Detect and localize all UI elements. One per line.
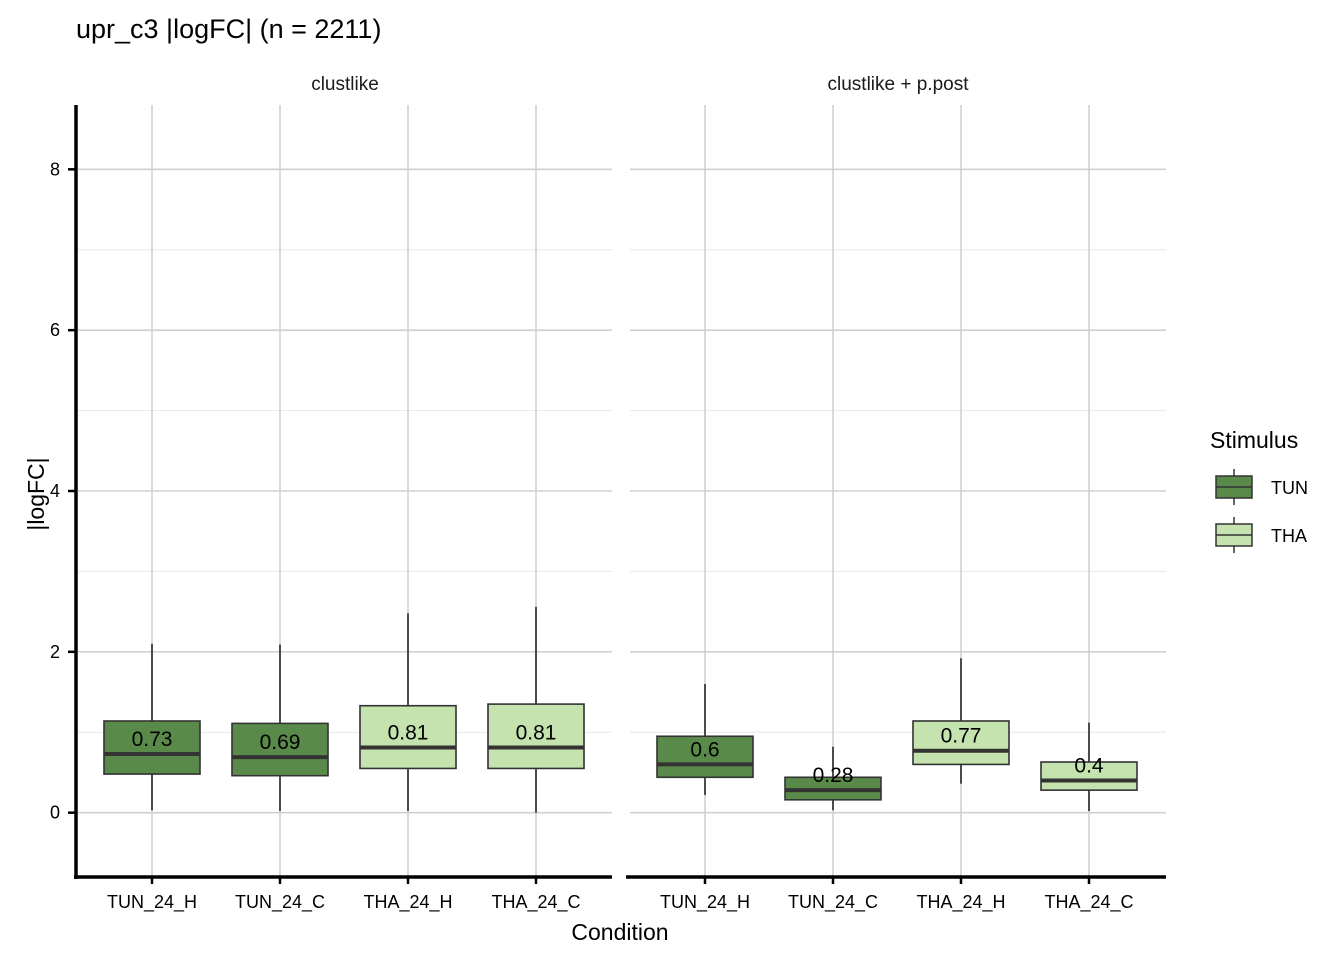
x-tick-label: TUN_24_C (788, 892, 878, 913)
x-tick-label: TUN_24_H (660, 892, 750, 913)
facet-panel: clustlike 0.73 0.69 0.81 0.81 TUN_24_H TUN_24_… (74, 74, 612, 913)
y-tick-label: 6 (50, 320, 60, 340)
legend-entry-label: THA (1271, 526, 1307, 546)
median-label: 0.4 (1074, 755, 1104, 778)
y-tick-label: 2 (50, 642, 60, 662)
box-tun_24_c: 0.28 (784, 746, 882, 811)
box-tha_24_c: 0.81 (487, 606, 585, 813)
x-tick-label: TUN_24_C (235, 892, 325, 913)
x-tick-label: THA_24_H (363, 892, 452, 913)
median-label: 0.81 (516, 722, 557, 745)
median-label: 0.73 (132, 728, 173, 751)
legend-entry-tha: THA (1215, 517, 1307, 553)
chart-title: upr_c3 |logFC| (n = 2211) (76, 14, 381, 44)
box-iqr (103, 720, 201, 775)
box-tun_24_c: 0.69 (231, 644, 329, 812)
legend: Stimulus TUN THA (1210, 427, 1308, 553)
box-iqr (231, 722, 329, 777)
x-tick-label: THA_24_C (491, 892, 580, 913)
box-iqr (1040, 761, 1138, 791)
facet-strip-label: clustlike + p.post (828, 74, 970, 95)
y-tick-label: 4 (50, 481, 60, 501)
y-tick-label: 0 (50, 803, 60, 823)
x-tick-label: THA_24_C (1044, 892, 1133, 913)
box-tun_24_h: 0.73 (103, 643, 201, 811)
box-iqr (359, 704, 457, 770)
x-axis-label: Condition (571, 919, 668, 945)
median-label: 0.81 (388, 722, 429, 745)
x-tick-label: TUN_24_H (107, 892, 197, 913)
y-axis-label: |logFC| (23, 457, 49, 530)
y-tick-label: 8 (50, 159, 60, 179)
box-tha_24_h: 0.81 (359, 613, 457, 812)
facet-panels: clustlike 0.73 0.69 0.81 0.81 TUN_24_H TUN_24_… (50, 74, 1166, 913)
median-label: 0.77 (941, 725, 982, 748)
box-iqr (487, 703, 585, 770)
legend-title: Stimulus (1210, 427, 1298, 453)
legend-entry-label: TUN (1271, 478, 1308, 498)
box-tha_24_c: 0.4 (1040, 722, 1138, 812)
legend-entry-tun: TUN (1215, 469, 1308, 505)
box-tun_24_h: 0.6 (656, 684, 754, 795)
box-tha_24_h: 0.77 (912, 658, 1010, 784)
median-label: 0.28 (813, 764, 854, 787)
y-axis: 0 2 4 6 8 (50, 105, 78, 879)
x-tick-label: THA_24_H (916, 892, 1005, 913)
box-iqr (656, 735, 754, 779)
facet-panel: clustlike + p.post 0.6 0.28 0.77 0.4 TUN_24_H… (626, 74, 1166, 913)
median-label: 0.69 (260, 731, 301, 754)
box-iqr (912, 720, 1010, 766)
facet-strip-label: clustlike (311, 74, 379, 95)
median-label: 0.6 (690, 738, 719, 761)
